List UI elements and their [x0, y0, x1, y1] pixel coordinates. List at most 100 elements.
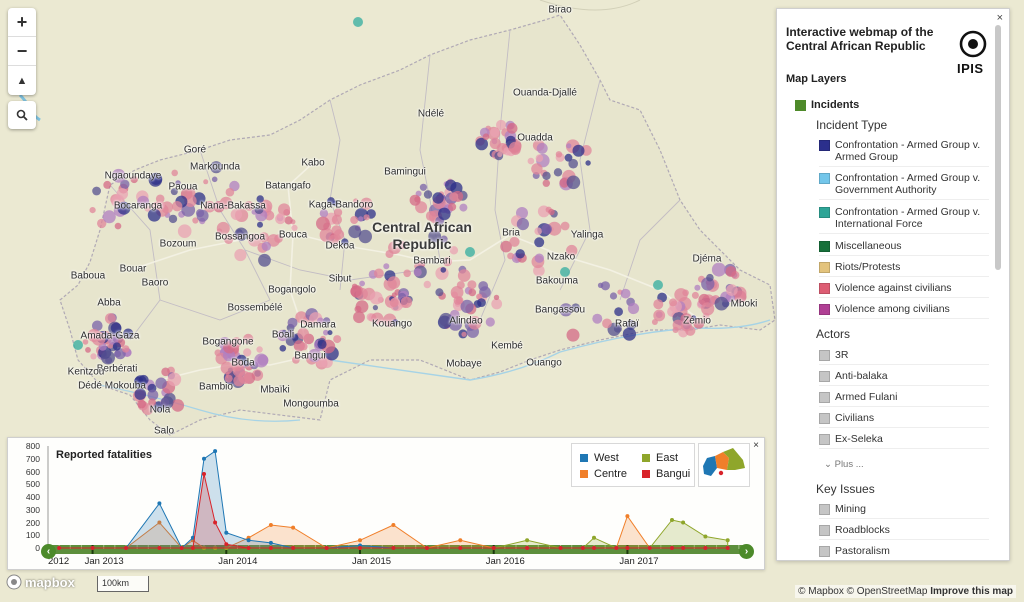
actor-row[interactable]: Anti-balaka [819, 370, 989, 386]
data-point-bangui[interactable] [491, 546, 496, 550]
incident-marker[interactable] [155, 194, 165, 204]
data-point-bangui[interactable] [625, 546, 630, 550]
data-point-centre[interactable] [458, 538, 463, 543]
data-point-bangui[interactable] [224, 542, 229, 547]
actor-row[interactable]: Armed Fulani [819, 391, 989, 407]
incident-marker[interactable] [600, 281, 611, 291]
incident-marker[interactable] [117, 201, 131, 215]
incident-marker[interactable] [278, 203, 291, 216]
incident-marker[interactable] [371, 312, 384, 325]
incident-marker[interactable] [322, 317, 331, 325]
timeline-bar[interactable] [48, 545, 750, 554]
incident-marker[interactable] [432, 192, 444, 204]
incident-marker[interactable] [566, 143, 572, 149]
incident-marker[interactable] [243, 348, 252, 357]
incident-marker[interactable] [461, 331, 467, 337]
incident-marker[interactable] [489, 137, 501, 150]
incident-marker[interactable] [137, 195, 150, 208]
incident-marker[interactable] [509, 236, 520, 247]
timeline-left-button[interactable]: ‹ [41, 544, 56, 559]
incident-type-row[interactable]: Confrontation - Armed Group v. Armed Gro… [819, 139, 989, 167]
incident-marker[interactable] [102, 210, 116, 224]
incident-marker[interactable] [134, 388, 147, 400]
incident-marker[interactable] [527, 157, 535, 165]
incident-marker[interactable] [287, 317, 298, 328]
data-point-bangui[interactable] [614, 546, 619, 550]
data-point-bangui[interactable] [558, 546, 563, 550]
incident-marker[interactable] [234, 227, 248, 241]
incident-marker[interactable] [107, 334, 119, 346]
incident-marker[interactable] [548, 208, 555, 216]
incident-marker[interactable] [177, 224, 192, 238]
incident-marker[interactable] [534, 253, 544, 263]
incident-marker[interactable] [203, 200, 216, 213]
data-point-east[interactable] [681, 520, 686, 525]
data-point-bangui[interactable] [681, 546, 686, 550]
incident-marker[interactable] [534, 227, 542, 235]
data-point-bangui[interactable] [179, 546, 184, 550]
plus-link[interactable]: ⌄ Plus ... [824, 459, 864, 470]
data-point-bangui[interactable] [157, 546, 162, 550]
incident-marker[interactable] [508, 141, 522, 154]
incident-marker[interactable] [542, 179, 550, 187]
incident-marker[interactable] [531, 163, 543, 175]
incident-marker[interactable] [691, 291, 699, 299]
data-point-bangui[interactable] [124, 546, 128, 550]
incident-marker[interactable] [680, 313, 693, 325]
incident-marker[interactable] [332, 200, 339, 207]
incident-marker[interactable] [726, 284, 738, 296]
incident-marker[interactable] [674, 288, 688, 302]
incident-marker[interactable] [220, 361, 234, 375]
data-point-east[interactable] [525, 538, 530, 543]
timeline-right-button[interactable]: › [739, 544, 754, 559]
incident-marker[interactable] [571, 303, 580, 313]
incident-marker[interactable] [602, 318, 612, 329]
incident-marker[interactable] [706, 273, 714, 282]
incident-marker[interactable] [620, 288, 631, 299]
incident-marker[interactable] [354, 305, 362, 313]
incident-marker[interactable] [148, 398, 157, 407]
incident-marker[interactable] [516, 218, 530, 231]
incident-marker[interactable] [592, 313, 603, 324]
data-point-centre[interactable] [157, 520, 162, 525]
incident-marker[interactable] [388, 241, 402, 255]
data-point-bangui[interactable] [391, 546, 396, 550]
incident-marker[interactable] [442, 257, 452, 267]
incident-marker[interactable] [256, 195, 264, 203]
incident-marker[interactable] [114, 222, 122, 230]
incident-marker[interactable] [264, 210, 275, 221]
incident-marker[interactable] [82, 339, 89, 345]
incident-marker[interactable] [627, 302, 640, 315]
incident-marker[interactable] [120, 179, 130, 189]
attribution-osm[interactable]: © OpenStreetMap [846, 586, 928, 597]
incident-marker[interactable] [216, 228, 223, 234]
incident-marker[interactable] [369, 291, 383, 305]
data-point-west[interactable] [157, 501, 162, 506]
incident-marker[interactable] [559, 303, 573, 317]
data-point-bangui[interactable] [57, 546, 62, 550]
incident-marker[interactable] [261, 241, 271, 251]
data-point-bangui[interactable] [424, 546, 429, 550]
incident-marker[interactable] [669, 298, 677, 307]
incident-marker[interactable] [341, 238, 349, 246]
panel-scrollbar[interactable] [995, 25, 1001, 270]
data-point-bangui[interactable] [268, 546, 273, 550]
mapbox-logo[interactable]: mapbox [6, 574, 75, 590]
incident-marker[interactable] [223, 341, 236, 354]
incident-marker[interactable] [279, 345, 287, 352]
chart-plot[interactable] [8, 438, 766, 571]
incident-marker[interactable] [653, 309, 666, 322]
data-point-bangui[interactable] [246, 546, 251, 550]
incident-marker[interactable] [281, 329, 287, 335]
data-point-bangui[interactable] [202, 472, 206, 476]
incident-marker[interactable] [333, 208, 343, 217]
incident-marker[interactable] [112, 342, 121, 351]
incident-marker[interactable] [299, 342, 308, 351]
incident-marker[interactable] [672, 319, 684, 331]
incident-marker[interactable] [449, 246, 459, 255]
incident-marker[interactable] [468, 316, 482, 330]
incident-marker[interactable] [534, 237, 545, 248]
incident-marker[interactable] [122, 345, 130, 353]
incident-marker[interactable] [254, 205, 264, 215]
incident-marker[interactable] [171, 399, 185, 412]
